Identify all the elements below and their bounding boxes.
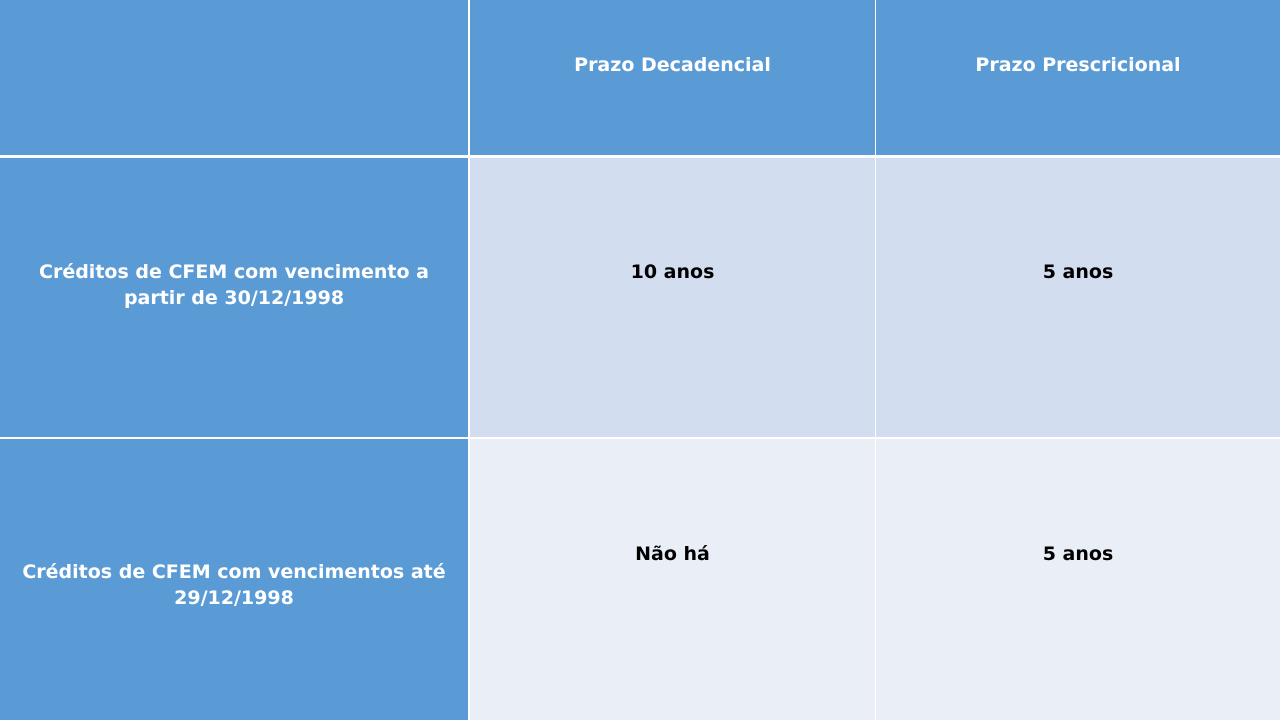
cell-prescricional: 5 anos — [876, 439, 1280, 720]
row-label: Créditos de CFEM com vencimentos até 29/… — [0, 439, 468, 720]
row-label: Créditos de CFEM com vencimento a partir… — [0, 158, 468, 437]
cell-prescricional: 5 anos — [876, 158, 1280, 437]
header-prazo-decadencial: Prazo Decadencial — [470, 0, 875, 155]
cell-decadencial: Não há — [470, 439, 875, 720]
header-prazo-prescricional: Prazo Prescricional — [876, 0, 1280, 155]
cell-decadencial: 10 anos — [470, 158, 875, 437]
header-cell-empty — [0, 0, 468, 155]
